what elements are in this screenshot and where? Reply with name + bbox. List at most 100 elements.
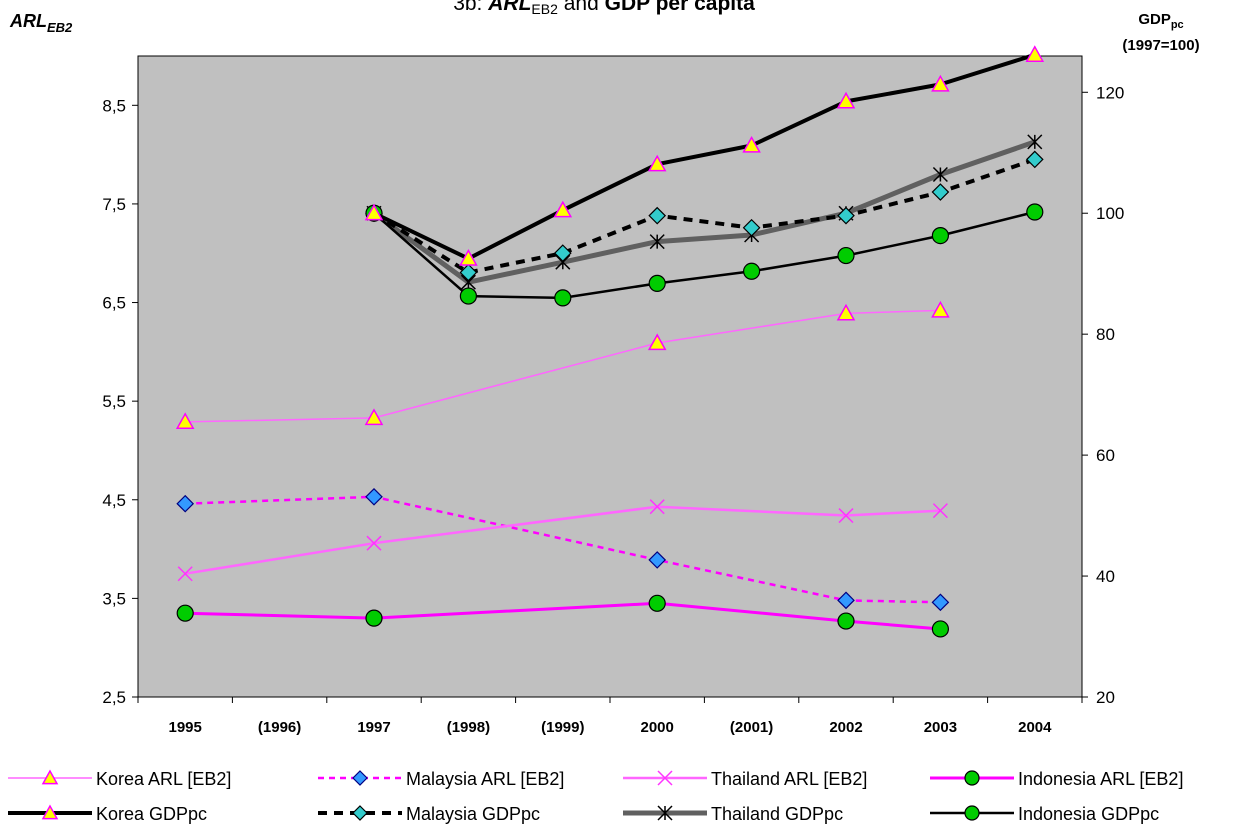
data-point-triangle [175,412,195,430]
data-point-circle [365,609,383,627]
data-point-triangle [931,300,950,318]
data-point-triangle [742,135,761,153]
right-axis-tick-label: 100 [1096,204,1124,223]
legend-label: Malaysia GDPpc [406,804,540,824]
left-axis-tick-label: 5,5 [102,392,126,411]
data-point-circle [648,274,666,292]
right-axis-title-line2: (1997=100) [1122,37,1199,54]
data-point-asterisk [1027,134,1043,150]
legend-label: Indonesia ARL [EB2] [1018,769,1183,789]
legend-item: Indonesia GDPpc [930,804,1159,824]
left-axis-tick-label: 4,5 [102,491,126,510]
left-axis-tick-label: 6,5 [102,294,126,313]
data-point-circle [459,287,477,305]
data-point-circle [931,620,950,638]
data-point-diamond [176,494,195,513]
left-axis-tick-label: 8,5 [102,96,126,115]
data-point-triangle [836,303,856,321]
data-point-x [649,499,665,515]
data-point-circle [554,289,572,307]
legend-label: Thailand GDPpc [711,804,843,824]
data-point-triangle [459,249,478,266]
data-point-diamond [648,206,667,225]
right-axis-tick-label: 60 [1096,446,1115,465]
x-axis-tick-label: (1996) [258,719,301,736]
data-point-diamond [365,487,383,506]
right-axis-tick-label: 40 [1096,567,1115,586]
data-point-diamond [837,206,855,225]
data-point-triangle [647,333,667,351]
left-axis-title: ARLEB2 [9,11,73,35]
data-point-circle [648,594,666,612]
data-point-circle [742,262,761,280]
data-point-x [932,503,948,519]
series-malaysia-arl-eb2 [176,487,950,612]
data-point-circle [931,227,950,245]
data-point-diamond [1025,150,1044,169]
x-axis-tick-label: (1998) [447,719,490,736]
series-korea-gdppc [364,45,1045,266]
data-point-x [838,508,854,524]
data-point-diamond [837,591,855,610]
data-point-circle [176,604,194,622]
series-thailand-arl-eb2 [177,499,948,582]
legend-item: Malaysia ARL [EB2] [318,769,564,789]
data-point-circle [964,805,980,821]
data-point-diamond [742,218,761,237]
x-axis-tick-label: (1999) [541,719,584,736]
series-layer [175,45,1045,638]
legend-label: Indonesia GDPpc [1018,804,1159,824]
data-point-triangle [364,203,384,221]
data-point-diamond [352,805,368,821]
right-axis-tick-label: 20 [1096,688,1115,707]
x-axis-tick-label: 2000 [641,719,674,736]
left-axis-tick-label: 7,5 [102,195,126,214]
data-point-diamond [352,770,368,786]
data-point-x [177,566,193,582]
legend-item: Korea ARL [EB2] [8,769,231,789]
series-malaysia-gdppc [365,150,1044,282]
data-point-circle [837,612,855,630]
data-point-triangle [553,200,573,218]
data-point-circle [964,770,980,786]
axes: 2,5 3,5 4,5 5,5 6,5 7,5 8,5 20 40 60 80 100 120 1995 (… [102,83,1124,736]
data-point-triangle [1025,45,1045,62]
series-line [372,157,1036,275]
x-axis-tick-label: 1997 [357,719,390,736]
plot-area [137,55,1083,698]
legend-item: Thailand GDPpc [623,804,843,824]
chart-title: 3b: ARLEB2 and GDP per capita [453,0,755,19]
data-point-triangle [41,804,59,820]
data-point-x [657,770,673,786]
legend-item: Thailand ARL [EB2] [623,769,867,789]
left-axis-tick-label: 3,5 [102,589,126,608]
series-line [185,495,941,604]
series-indonesia-gdppc [365,203,1044,307]
series-indonesia-arl-eb2 [176,594,950,638]
x-axis-tick-label: 2002 [829,719,862,736]
legend-label: Korea GDPpc [96,804,207,824]
x-axis-tick-label: 2004 [1018,719,1052,736]
left-axis-tick-label: 2,5 [102,688,126,707]
data-point-diamond [931,183,950,201]
legend-item: Malaysia GDPpc [318,804,540,824]
data-point-diamond [648,551,667,569]
data-point-triangle [647,154,667,172]
x-axis-tick-label: 1995 [169,719,202,736]
data-point-triangle [41,769,59,785]
legend-label: Thailand ARL [EB2] [711,769,867,789]
right-axis-tick-label: 120 [1096,83,1124,102]
data-point-diamond [553,244,572,262]
legend-item: Korea GDPpc [8,804,207,824]
legend-item: Indonesia ARL [EB2] [930,769,1183,789]
x-axis-tick-label: (2001) [730,719,773,736]
legend: Korea ARL [EB2] Malaysia ARL [EB2] Thailan… [8,769,1183,824]
data-point-triangle [364,408,384,426]
data-point-diamond [459,263,478,282]
series-line [373,210,1036,300]
right-axis-title: GDPpc [1138,11,1183,31]
x-axis-tick-label: 2003 [924,719,957,736]
data-point-circle [837,246,855,265]
legend-label: Korea ARL [EB2] [96,769,231,789]
